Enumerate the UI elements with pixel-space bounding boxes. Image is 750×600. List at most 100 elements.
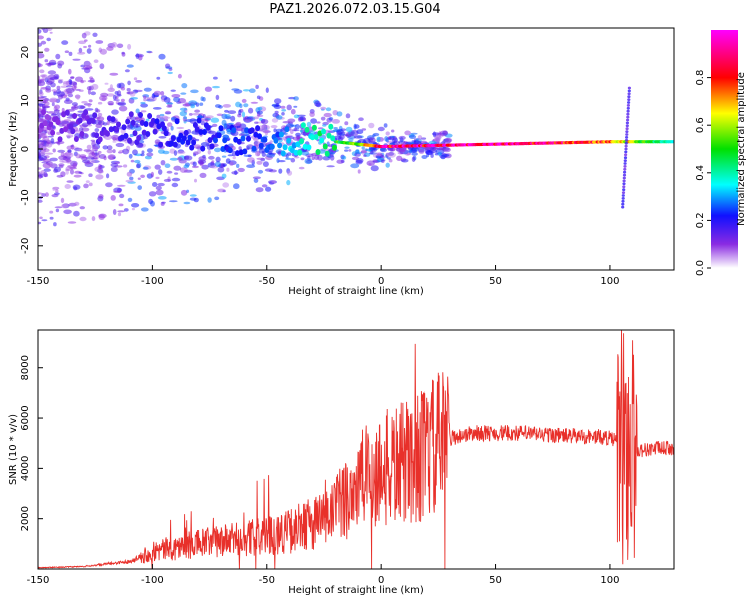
spectrogram-blob [143,98,147,102]
spectrogram-blob [83,65,93,70]
spectrogram-blob [148,191,157,197]
spectrogram-blob [110,166,118,172]
spectrogram-blob [44,47,50,52]
spectrogram-blob [42,162,52,169]
ridge-segment [231,127,237,134]
spectrogram-blob [266,153,275,158]
spectrogram-blob [222,104,231,108]
spectrogram-blob [56,85,61,91]
spectrogram-blob [260,119,269,125]
spectrogram-blob [98,170,102,174]
spectrogram-blob [133,77,138,81]
spectrogram-blob [192,161,197,167]
spectrogram-blob [183,164,190,169]
spectrogram-blob [316,121,321,124]
spectrogram-blob [122,148,130,155]
spectrogram-blob [160,115,169,120]
spectrogram-blob [185,119,194,122]
ridge-segment [174,118,180,125]
ridge-segment [322,143,328,150]
spectrogram-blob [344,146,350,149]
spectrogram-blob [336,111,343,117]
anomaly-streak [627,89,631,93]
x-tick-label: 50 [489,276,502,287]
spectrogram-blob [58,80,63,84]
ridge-segment [321,128,326,135]
ridge-segment [94,132,100,139]
spectrogram-blob [49,157,58,162]
spectrogram-blob [135,53,140,59]
spectrogram-blob [320,116,326,121]
spectrogram-blob [180,92,187,95]
spectrogram-blob [229,79,233,82]
spectrogram-blob [271,104,279,107]
spectrogram-blob [252,116,260,120]
ridge-segment [313,134,319,140]
spectrogram-blob [309,111,315,117]
spectrogram-blob [199,102,204,106]
spectrogram-blob [353,135,363,139]
spectrogram-blob [38,167,42,170]
spectrogram-blob [159,113,165,117]
anomaly-streak [622,182,626,186]
spectrogram-blob [38,78,46,81]
spectrogram-blob [77,51,86,55]
spectrogram-blob [38,199,43,203]
spectrogram-blob [205,115,214,119]
ridge-segment [311,124,317,131]
spectrogram-blob [98,213,107,219]
spectrogram-blob [399,148,405,155]
spectrogram-blob [286,179,291,186]
anomaly-streak [624,150,628,154]
spectrogram-blob [150,171,154,178]
spectrogram-blob [224,109,229,113]
spectrogram-blob [161,201,166,204]
spectrogram-blob [377,126,385,132]
ridge-segment [138,112,143,118]
spectrogram-blob [345,126,353,132]
spectrogram-blob [38,80,42,83]
ridge-segment [227,147,233,154]
spectrogram-blob [261,129,270,133]
spectrogram-blob [361,146,365,150]
ridge-segment [64,109,70,116]
spectrogram-blob [440,155,446,160]
spectrogram-blob [90,91,96,96]
anomaly-streak [623,165,627,168]
spectrogram-blob [181,83,188,89]
spectrogram-blob [350,163,360,169]
spectrogram-blob [385,131,390,136]
spectrogram-blob [143,87,152,92]
ridge-segment [330,135,336,142]
spectrogram-blob [322,124,327,127]
spectrogram-blob [108,155,115,160]
spectrogram-blob [408,134,417,139]
spectrogram-blob [372,134,376,137]
x-tick-label: -50 [259,276,275,287]
ridge-segment [170,135,176,142]
anomaly-streak [622,185,626,189]
ridge-segment [125,118,131,125]
spectrogram-blob [345,113,351,119]
ridge-segment [92,112,98,119]
spectrogram-blob [106,46,114,51]
spectrogram-blob [58,164,64,169]
spectrogram-blob [178,159,187,164]
ridge-segment [240,135,246,142]
spectrogram-blob [40,40,47,45]
spectrogram-blob [106,145,113,151]
spectrogram-blob [293,105,298,108]
spectrogram-blob [106,173,110,179]
spectrogram-blob [246,164,256,168]
spectrogram-blob [169,157,179,161]
anomaly-streak [621,202,625,206]
spectrogram-blob [135,108,140,114]
spectrogram-blob [81,32,87,39]
ridge-segment [145,131,151,137]
spectrogram-blob [134,89,143,93]
ridge-segment [83,109,89,116]
spectrogram-blob [356,129,364,135]
spectrogram-blob [140,101,146,105]
spectrogram-blob [113,190,122,193]
spectrogram-blob [86,144,92,150]
